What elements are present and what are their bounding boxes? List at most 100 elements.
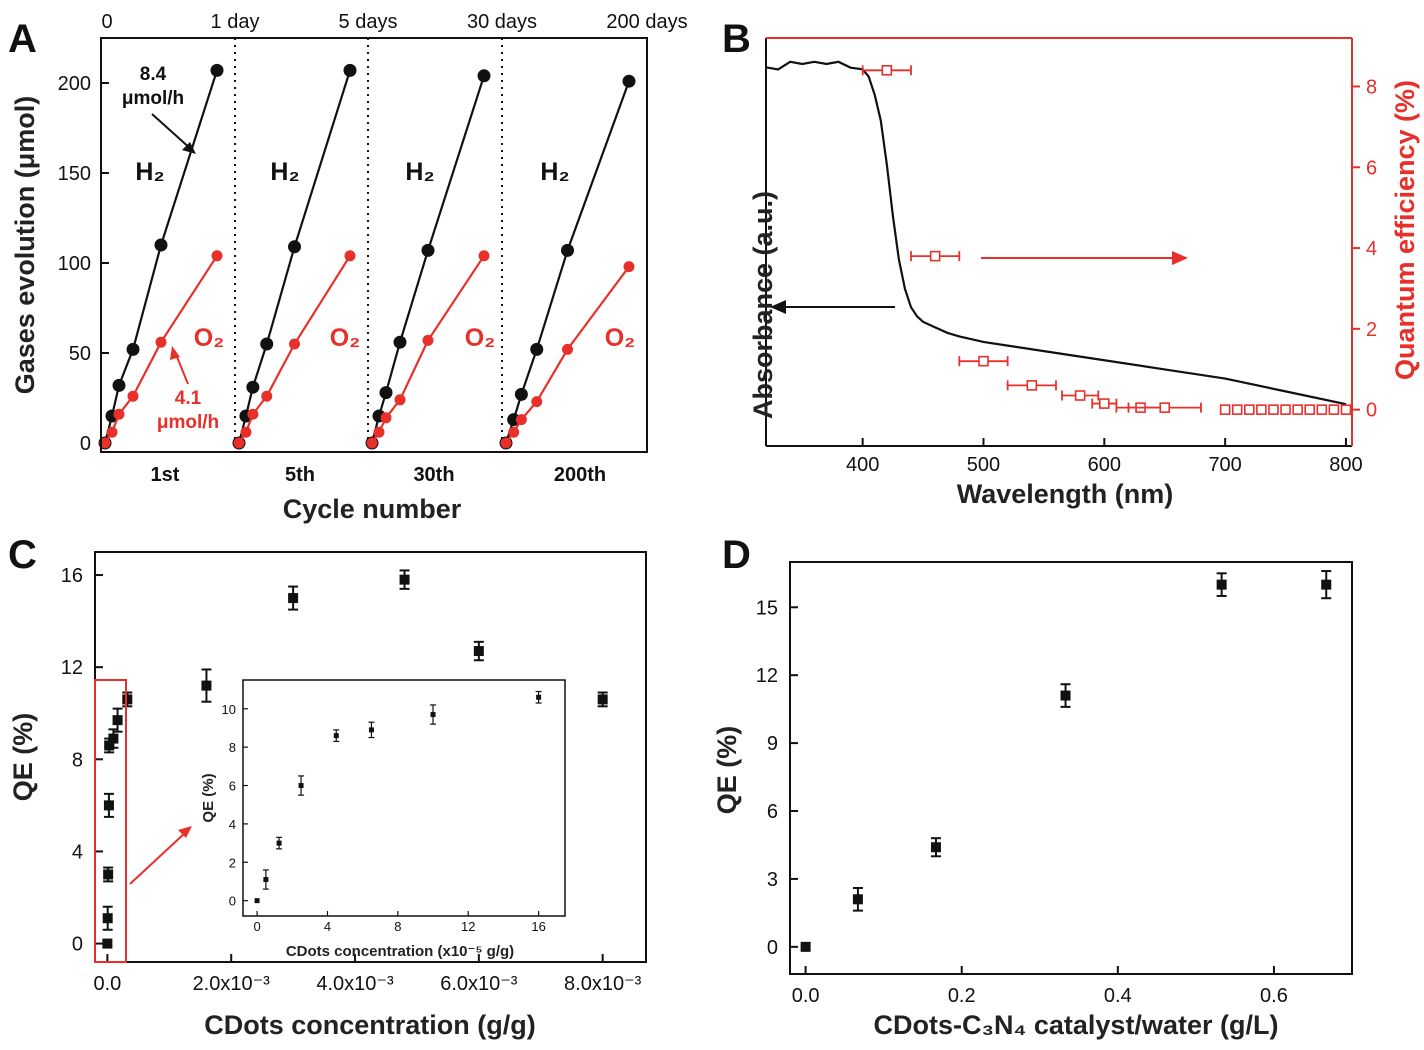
o2-point (515, 414, 527, 426)
panel-a-top-tick-label: 200 days (606, 11, 687, 33)
o2-rate-value: 4.1 (175, 388, 202, 409)
panel-d: D 0.0 0.2 0.4 0.6 0 3 6 9 12 15 QE (%) CDots-C₃N₄… (712, 533, 1353, 1040)
o2-rate-unit: μmol/h (157, 412, 219, 433)
panel-a-y-tick-label: 50 (69, 343, 91, 365)
qe-point (800, 941, 811, 952)
panel-b-letter: B (722, 17, 751, 61)
h2-series-label: H₂ (540, 158, 569, 186)
inset-y-tick-label: 4 (229, 817, 236, 832)
panel-a-top-tick-label: 30 days (467, 11, 537, 33)
qe-point (1280, 404, 1291, 415)
panel-d-y-tick-label: 9 (767, 733, 778, 755)
qe-point (1268, 404, 1279, 415)
qe-point (852, 894, 863, 905)
qe-point (1304, 404, 1316, 415)
panel-a-cycle-label: 200th (554, 464, 606, 486)
h2-point (343, 63, 357, 77)
inset-x-tick-label: 16 (531, 919, 545, 934)
panel-d-plot-area: 0.0 0.2 0.4 0.6 0 3 6 9 12 15 (756, 570, 1332, 1007)
h2-series-label: H₂ (270, 158, 299, 186)
panel-c: C 0.0 2.0x10⁻³ 4.0x10⁻³ 6.0x10⁻³ 8.0x10⁻³ 0 4 8… (8, 533, 647, 1040)
h2-point (421, 243, 435, 257)
h2-point (379, 386, 393, 400)
qe-point (103, 869, 114, 880)
panel-c-x-tick-label: 8.0x10⁻³ (564, 973, 642, 995)
qe-point (1060, 690, 1071, 701)
panel-b-x-axis-title: Wavelength (nm) (957, 479, 1174, 509)
qe-point (1216, 579, 1227, 590)
panel-c-y-axis-title: QE (%) (8, 713, 38, 802)
o2-point (380, 412, 392, 424)
panel-b-x-tick-label: 800 (1329, 454, 1362, 476)
h2-point (561, 243, 574, 257)
qe-point (1074, 390, 1086, 401)
qe-axis-arrowhead (1172, 251, 1188, 265)
panel-c-inset: QE (%) CDots concentration (x10⁻⁵ g/g) 0… (200, 679, 566, 960)
qe-point (1321, 579, 1332, 590)
panel-d-x-tick-label: 0.2 (948, 985, 976, 1007)
inset-x-tick-label: 4 (324, 919, 331, 934)
panel-a-y-tick-label: 100 (58, 253, 91, 275)
inset-frame (242, 679, 566, 917)
h2-point (112, 378, 126, 392)
h2-rate-arrowhead (182, 142, 196, 154)
o2-point (240, 426, 252, 438)
o2-point (127, 390, 139, 402)
h2-rate-value: 8.4 (140, 64, 167, 85)
panel-a-cycle-label: 30th (413, 464, 454, 486)
inset-y-axis-title: QE (%) (200, 773, 217, 822)
panel-a-x-axis-title: Cycle number (283, 494, 462, 524)
qe-point (1026, 380, 1038, 391)
panel-c-x-tick-label: 4.0x10⁻³ (316, 973, 394, 995)
o2-point (394, 394, 406, 406)
qe-point (103, 800, 114, 811)
h2-point (246, 380, 260, 394)
panel-a-y-tick-label: 150 (58, 163, 91, 185)
h2-point (126, 342, 140, 356)
panel-b-right-tick-label: 2 (1366, 319, 1377, 341)
h2-point (507, 413, 521, 427)
qe-point (108, 733, 119, 744)
panel-a-top-tick-label: 5 days (339, 11, 398, 33)
panel-d-y-tick-label: 0 (767, 937, 778, 959)
h2-point (477, 69, 491, 83)
o2-point (500, 437, 512, 449)
qe-point (104, 740, 115, 751)
qe-point (1292, 404, 1303, 415)
h2-rate-unit: μmol/h (122, 88, 184, 109)
inset-point (333, 733, 339, 739)
panel-d-x-tick-label: 0.4 (1104, 985, 1132, 1007)
panel-d-y-axis-title: QE (%) (712, 726, 742, 815)
o2-point (247, 408, 259, 420)
qe-point (122, 694, 133, 705)
o2-point (99, 437, 111, 449)
qe-point (930, 842, 941, 853)
panel-a-plot-area: 0 50 100 150 200 0 1 day 5 days 30 days 200 days 1… (58, 11, 688, 486)
panel-b-right-axis-title: Quantum efficiency (%) (1390, 80, 1420, 380)
panel-c-x-tick-label: 2.0x10⁻³ (193, 973, 271, 995)
panel-d-y-tick-label: 12 (756, 665, 778, 687)
qe-point (112, 715, 123, 726)
inset-y-tick-label: 8 (229, 740, 236, 755)
panel-b-x-tick-label: 600 (1088, 454, 1121, 476)
o2-series-label: O₂ (465, 324, 496, 352)
qe-point (1328, 404, 1340, 415)
absorbance-curve (765, 60, 1347, 406)
panel-b-left-axis-title: Absorbance (a.u.) (748, 191, 778, 419)
o2-point (531, 396, 543, 408)
o2-point (211, 250, 223, 262)
panel-b-right-tick-label: 6 (1366, 157, 1377, 179)
qe-point (978, 355, 989, 367)
inset-y-tick-label: 2 (229, 855, 236, 870)
h2-point (622, 74, 636, 88)
qe-point (201, 680, 212, 691)
h2-point (530, 342, 544, 356)
qe-point (1243, 404, 1255, 415)
inset-y-tick-label: 6 (229, 779, 236, 794)
o2-point (508, 426, 520, 438)
qe-point (473, 646, 484, 657)
inset-y-tick-label: 0 (229, 894, 236, 909)
inset-point (368, 727, 374, 733)
h2-series-label: H₂ (405, 158, 434, 186)
inset-x-tick-label: 12 (461, 919, 475, 934)
